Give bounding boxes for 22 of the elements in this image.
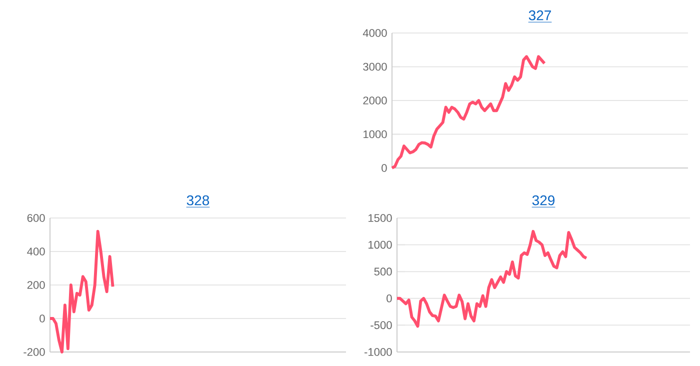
y-tick-label: -500	[370, 321, 392, 330]
y-tick-label: 2000	[363, 96, 387, 104]
y-tick-label: 500	[374, 268, 392, 276]
y-tick-label: 1500	[368, 214, 392, 222]
y-tick-label: -1000	[364, 348, 392, 356]
line-series	[48, 230, 114, 354]
y-tick-label: 400	[27, 248, 45, 256]
line-series	[390, 55, 546, 170]
y-tick-label: 1000	[368, 240, 392, 249]
y-tick-label: 600	[27, 214, 45, 222]
y-tick-label: 3000	[363, 62, 387, 71]
y-tick-label: 4000	[362, 29, 387, 37]
y-tick-label: 1000	[364, 130, 387, 138]
y-tick-label: 0	[382, 164, 387, 172]
y-tick-label: 200	[27, 281, 45, 289]
chart-title: 327	[528, 10, 551, 20]
chart-title: 328	[186, 195, 210, 206]
y-tick-label: 0	[386, 294, 392, 302]
y-tick-label: 0	[40, 314, 45, 322]
chart-title: 329	[532, 195, 554, 206]
y-tick-label: -200	[24, 348, 45, 356]
line-series	[396, 230, 588, 328]
